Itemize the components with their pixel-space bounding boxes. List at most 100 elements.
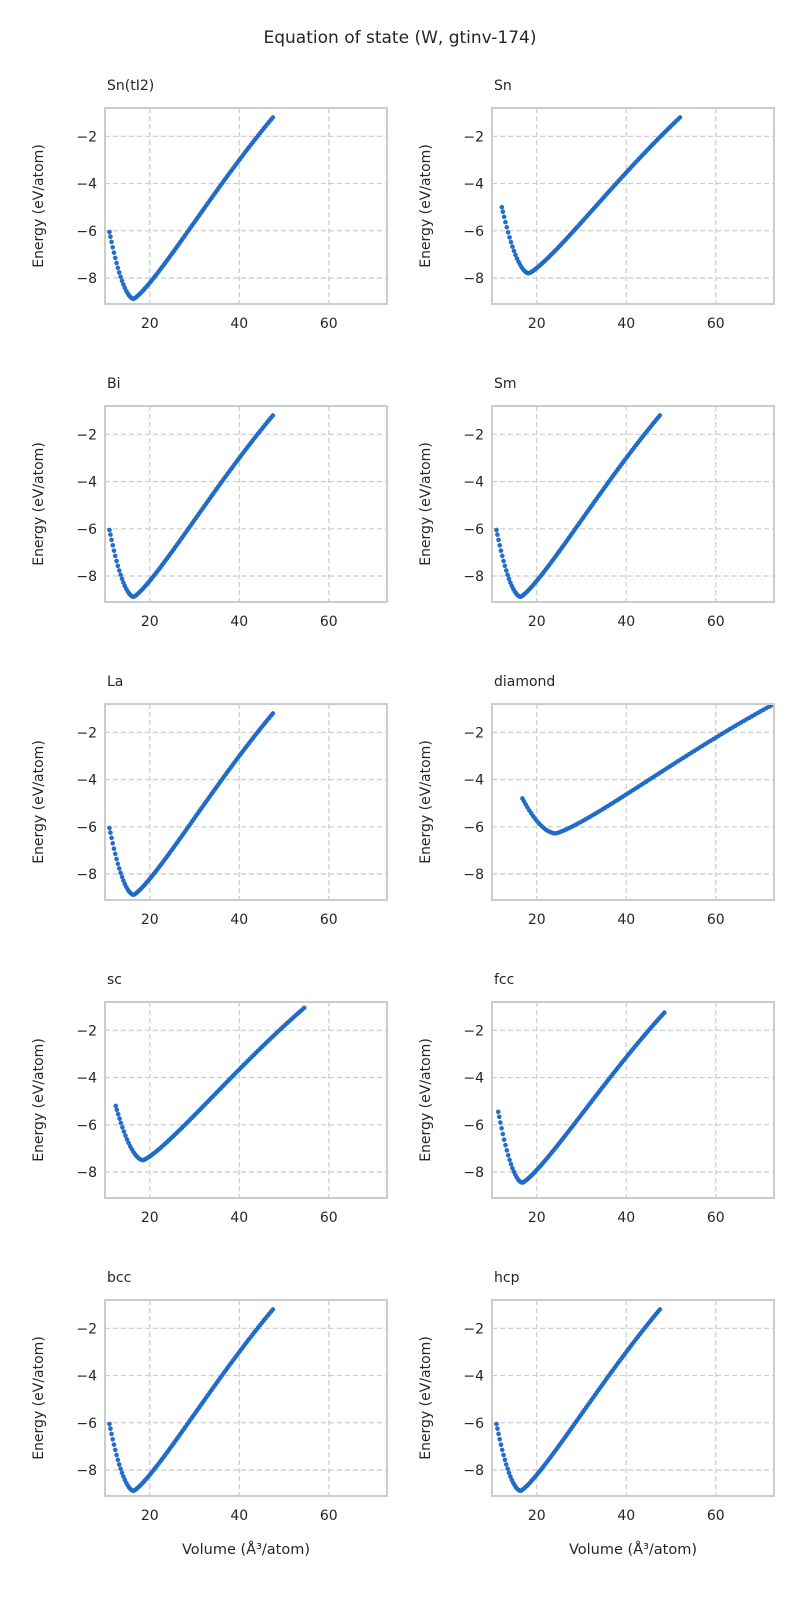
data-point xyxy=(504,224,510,230)
data-point xyxy=(115,265,121,271)
plot-background xyxy=(105,1002,387,1198)
y-tick-label: −4 xyxy=(76,1071,97,1087)
x-tick-label: 20 xyxy=(141,912,159,928)
y-tick-label: −8 xyxy=(463,867,484,883)
y-tick-label: −8 xyxy=(76,1165,97,1181)
data-point xyxy=(112,1447,118,1453)
y-axis-label: Energy (eV/atom) xyxy=(418,442,434,566)
y-tick-label: −2 xyxy=(76,1023,97,1039)
data-point xyxy=(112,553,118,559)
y-tick-label: −2 xyxy=(463,1321,484,1337)
data-point xyxy=(115,861,121,867)
y-axis-label: Energy (eV/atom) xyxy=(31,144,47,268)
y-axis-label: Energy (eV/atom) xyxy=(31,740,47,864)
x-tick-label: 40 xyxy=(617,614,635,630)
axes-frame xyxy=(491,107,775,305)
y-axis-label: Energy (eV/atom) xyxy=(31,442,47,566)
data-point xyxy=(118,870,123,876)
data-point xyxy=(505,1466,510,1472)
y-tick-label: −2 xyxy=(76,725,97,741)
y-tick-label: −4 xyxy=(76,1369,97,1385)
data-point xyxy=(503,1462,509,1467)
x-tick-label: 60 xyxy=(320,614,338,630)
data-point xyxy=(500,209,506,214)
data-point xyxy=(110,542,116,548)
x-tick-label: 40 xyxy=(617,1210,635,1226)
data-point xyxy=(109,537,114,543)
y-tick-label: −6 xyxy=(76,1118,97,1134)
plot-background xyxy=(105,704,387,900)
data-point xyxy=(114,1107,120,1113)
data-point xyxy=(121,1129,127,1134)
x-tick-label: 20 xyxy=(141,316,159,332)
subplot-title: Sn(tI2) xyxy=(107,78,154,94)
data-point xyxy=(115,563,121,569)
data-point xyxy=(677,115,683,120)
data-point xyxy=(110,244,116,250)
x-tick-label: 40 xyxy=(230,614,248,630)
subplot-title: fcc xyxy=(494,972,514,988)
data-point xyxy=(118,1466,123,1472)
y-tick-label: −2 xyxy=(76,1321,97,1337)
x-tick-label: 60 xyxy=(320,1210,338,1226)
x-tick-label: 40 xyxy=(230,1508,248,1524)
y-tick-label: −4 xyxy=(463,1369,484,1385)
subplot-sc: sc 20 40 60 −2 −4 −6 −8 Energy (eV/atom) xyxy=(31,972,388,1226)
data-point xyxy=(507,235,512,240)
data-point xyxy=(107,229,112,235)
data-point xyxy=(502,563,508,569)
y-tick-label: −6 xyxy=(463,820,484,836)
data-point xyxy=(495,1426,500,1431)
data-point xyxy=(108,234,113,239)
data-point xyxy=(270,413,276,418)
x-tick-label: 60 xyxy=(707,1508,725,1524)
x-tick-label: 40 xyxy=(230,912,248,928)
subplot-title: sc xyxy=(107,972,122,988)
axes-frame xyxy=(491,703,775,901)
subplot-bi: Bi 20 40 60 −2 −4 −6 −8 Energy (eV/atom) xyxy=(31,376,388,630)
y-tick-label: −4 xyxy=(76,773,97,789)
data-point xyxy=(505,1152,511,1158)
data-point xyxy=(501,1452,506,1458)
y-tick-label: −8 xyxy=(463,1165,484,1181)
data-point xyxy=(120,1125,125,1130)
data-point xyxy=(116,866,122,871)
data-point xyxy=(499,1447,505,1453)
data-point xyxy=(501,1137,507,1142)
plot-background xyxy=(105,1300,387,1496)
data-point xyxy=(499,204,505,210)
x-tick-label: 40 xyxy=(230,1210,248,1226)
data-point xyxy=(109,835,114,841)
x-tick-label: 40 xyxy=(617,316,635,332)
x-tick-label: 60 xyxy=(707,614,725,630)
y-axis-label: Energy (eV/atom) xyxy=(418,1336,434,1460)
data-point xyxy=(110,840,116,846)
axes-frame xyxy=(104,703,388,901)
x-tick-label: 20 xyxy=(528,614,546,630)
data-point xyxy=(118,572,123,578)
data-point xyxy=(495,532,500,537)
data-point xyxy=(499,553,505,559)
subplot-sn-ti2: Sn(tI2) 20 40 60 −2 −4 −6 −8 Energy (eV/atom) xyxy=(31,78,388,332)
data-point xyxy=(508,239,514,245)
y-axis-label: Energy (eV/atom) xyxy=(31,1038,47,1162)
y-tick-label: −4 xyxy=(463,177,484,193)
subplot-diamond: diamond 20 40 60 −2 −4 −6 −8 Energy (eV/atom) xyxy=(418,674,775,928)
subplot-title: Sm xyxy=(494,376,517,392)
data-point xyxy=(113,1103,119,1109)
data-point xyxy=(107,1421,112,1427)
data-point xyxy=(114,260,119,266)
y-tick-label: −4 xyxy=(76,177,97,193)
x-tick-label: 20 xyxy=(141,614,159,630)
data-point xyxy=(505,230,511,235)
y-tick-label: −2 xyxy=(76,427,97,443)
y-tick-label: −6 xyxy=(463,1118,484,1134)
subplot-hcp: hcp 20 40 60 −2 −4 −6 −8 Energy (eV/atom) Volume … xyxy=(418,1270,775,1558)
y-axis-label: Energy (eV/atom) xyxy=(418,1038,434,1162)
data-point xyxy=(110,1436,116,1442)
subplot-fcc: fcc 20 40 60 −2 −4 −6 −8 Energy (eV/atom) xyxy=(418,972,775,1226)
data-point xyxy=(511,248,517,254)
x-tick-label: 60 xyxy=(707,316,725,332)
data-point xyxy=(662,1010,667,1015)
y-tick-label: −2 xyxy=(463,427,484,443)
